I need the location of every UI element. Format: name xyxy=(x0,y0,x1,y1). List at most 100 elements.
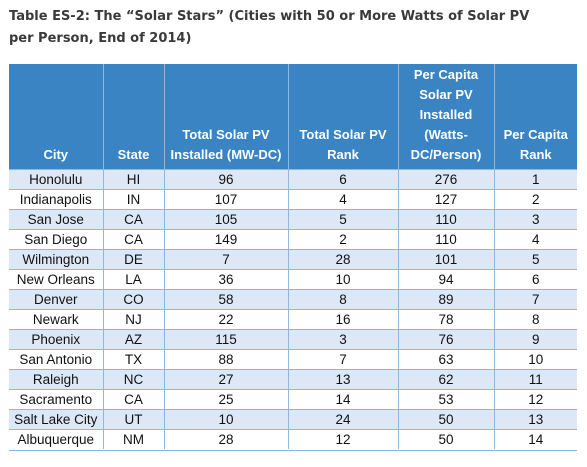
cell-total-pv: 36 xyxy=(163,269,288,290)
cell-per-capita-rank: 2 xyxy=(493,189,577,210)
cell-state: NJ xyxy=(102,309,164,330)
table-row: Denver CO 58 8 89 7 xyxy=(9,289,577,310)
cell-total-rank: 12 xyxy=(287,429,398,449)
cell-city: San Jose xyxy=(9,209,103,230)
cell-per-capita-rank: 6 xyxy=(493,269,577,290)
header-state: State xyxy=(102,64,164,170)
cell-total-pv: 28 xyxy=(163,429,288,449)
solar-stars-table: City State Total Solar PV Installed (MW-… xyxy=(9,64,577,449)
cell-city: Wilmington xyxy=(9,249,103,270)
table-row: San Diego CA 149 2 110 4 xyxy=(9,229,577,250)
cell-total-pv: 115 xyxy=(163,329,288,350)
cell-per-capita: 94 xyxy=(397,269,494,290)
cell-city: Phoenix xyxy=(9,329,103,350)
cell-per-capita-rank: 1 xyxy=(493,169,577,190)
cell-total-pv: 96 xyxy=(163,169,288,190)
cell-city: San Antonio xyxy=(9,349,103,370)
table-row: Newark NJ 22 16 78 8 xyxy=(9,309,577,330)
cell-total-pv: 88 xyxy=(163,349,288,370)
cell-per-capita: 53 xyxy=(397,389,494,410)
cell-city: San Diego xyxy=(9,229,103,250)
cell-per-capita-rank: 5 xyxy=(493,249,577,270)
cell-total-rank: 3 xyxy=(287,329,398,350)
caption-line-2: per Person, End of 2014) xyxy=(9,31,192,46)
table-row: Honolulu HI 96 6 276 1 xyxy=(9,169,577,190)
cell-state: NC xyxy=(102,369,164,390)
header-row: City State Total Solar PV Installed (MW-… xyxy=(9,64,577,170)
header-total-rank: Total Solar PV Rank xyxy=(287,64,398,170)
cell-per-capita: 76 xyxy=(397,329,494,350)
cell-total-rank: 5 xyxy=(287,209,398,230)
cell-per-capita-rank: 10 xyxy=(493,349,577,370)
cell-total-rank: 7 xyxy=(287,349,398,370)
cell-state: AZ xyxy=(102,329,164,350)
table-row: Phoenix AZ 115 3 76 9 xyxy=(9,329,577,350)
cell-state: CO xyxy=(102,289,164,310)
cell-total-pv: 149 xyxy=(163,229,288,250)
cell-per-capita-rank: 3 xyxy=(493,209,577,230)
cell-state: DE xyxy=(102,249,164,270)
table-row: Indianapolis IN 107 4 127 2 xyxy=(9,189,577,210)
cell-state: TX xyxy=(102,349,164,370)
caption-line-1: Table ES-2: The “Solar Stars” (Cities wi… xyxy=(9,9,530,24)
cell-per-capita-rank: 14 xyxy=(493,429,577,449)
cell-total-rank: 8 xyxy=(287,289,398,310)
header-total-pv: Total Solar PV Installed (MW-DC) xyxy=(163,64,288,170)
cell-state: CA xyxy=(102,209,164,230)
cell-state: HI xyxy=(102,169,164,190)
cell-city: Raleigh xyxy=(9,369,103,390)
cell-state: LA xyxy=(102,269,164,290)
table-row: San Jose CA 105 5 110 3 xyxy=(9,209,577,230)
cell-total-rank: 14 xyxy=(287,389,398,410)
cell-per-capita: 89 xyxy=(397,289,494,310)
table-row: Sacramento CA 25 14 53 12 xyxy=(9,389,577,410)
cell-total-pv: 27 xyxy=(163,369,288,390)
cell-state: UT xyxy=(102,409,164,430)
cell-per-capita-rank: 8 xyxy=(493,309,577,330)
header-city: City xyxy=(9,64,103,170)
cell-state: CA xyxy=(102,389,164,410)
cell-per-capita: 110 xyxy=(397,209,494,230)
table-row: Wilmington DE 7 28 101 5 xyxy=(9,249,577,270)
cell-city: Denver xyxy=(9,289,103,310)
cell-per-capita: 78 xyxy=(397,309,494,330)
cell-total-pv: 105 xyxy=(163,209,288,230)
cell-per-capita: 63 xyxy=(397,349,494,370)
cell-total-rank: 16 xyxy=(287,309,398,330)
cell-per-capita-rank: 12 xyxy=(493,389,577,410)
cell-state: CA xyxy=(102,229,164,250)
cell-total-rank: 13 xyxy=(287,369,398,390)
cell-total-pv: 107 xyxy=(163,189,288,210)
cell-state: NM xyxy=(102,429,164,449)
cell-state: IN xyxy=(102,189,164,210)
cell-city: Indianapolis xyxy=(9,189,103,210)
cell-city: Sacramento xyxy=(9,389,103,410)
cell-per-capita: 50 xyxy=(397,429,494,449)
table-body: Honolulu HI 96 6 276 1 Indianapolis IN 107 4 127 2 S… xyxy=(9,169,577,449)
table-row: Albuquerque NM 28 12 50 14 xyxy=(9,429,577,449)
cell-total-rank: 4 xyxy=(287,189,398,210)
table-row: San Antonio TX 88 7 63 10 xyxy=(9,349,577,370)
cell-total-rank: 6 xyxy=(287,169,398,190)
cell-per-capita-rank: 11 xyxy=(493,369,577,390)
header-per-capita-rank: Per Capita Rank xyxy=(493,64,577,170)
cell-city: Salt Lake City xyxy=(9,409,103,430)
cell-per-capita-rank: 9 xyxy=(493,329,577,350)
table-caption: Table ES-2: The “Solar Stars” (Cities wi… xyxy=(9,6,574,50)
cell-per-capita: 276 xyxy=(397,169,494,190)
cell-total-pv: 10 xyxy=(163,409,288,430)
cell-city: Newark xyxy=(9,309,103,330)
cell-total-rank: 10 xyxy=(287,269,398,290)
cell-per-capita-rank: 4 xyxy=(493,229,577,250)
cell-per-capita-rank: 13 xyxy=(493,409,577,430)
cell-total-pv: 25 xyxy=(163,389,288,410)
cell-total-rank: 2 xyxy=(287,229,398,250)
cell-city: New Orleans xyxy=(9,269,103,290)
cell-per-capita: 50 xyxy=(397,409,494,430)
header-per-capita: Per Capita Solar PV Installed (Watts-DC/… xyxy=(397,64,494,170)
cell-total-rank: 24 xyxy=(287,409,398,430)
cell-per-capita: 101 xyxy=(397,249,494,270)
cell-total-rank: 28 xyxy=(287,249,398,270)
table-row: New Orleans LA 36 10 94 6 xyxy=(9,269,577,290)
table-bottom-border xyxy=(9,450,577,451)
